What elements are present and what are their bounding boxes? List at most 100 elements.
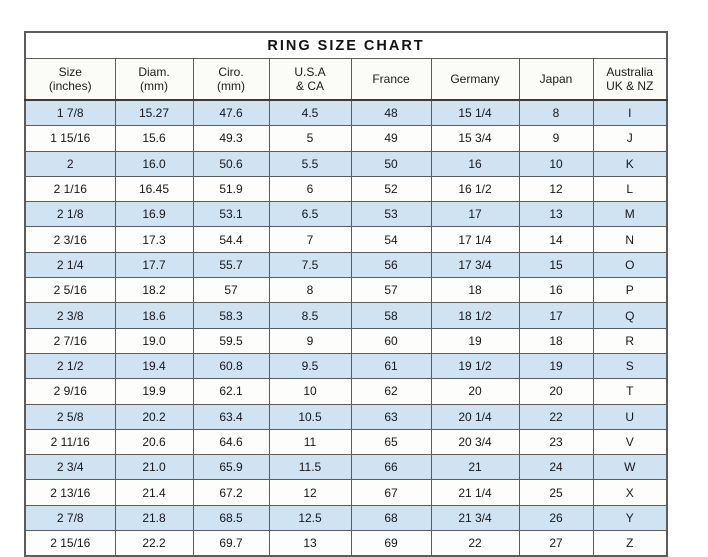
table-cell: Q bbox=[592, 302, 668, 329]
table-cell: 10 bbox=[518, 150, 594, 177]
table-row: 2 9/16 19.9 62.1 10 62 20 20 T bbox=[24, 378, 668, 405]
table-cell: 67 bbox=[350, 479, 432, 506]
table-cell: 13 bbox=[518, 201, 594, 228]
table-cell: 18.2 bbox=[114, 277, 194, 304]
table-cell: 62 bbox=[350, 378, 432, 405]
table-cell: 5.5 bbox=[268, 150, 352, 177]
table-row: 1 7/8 15.27 47.6 4.5 48 15 1/4 8 I bbox=[24, 99, 668, 127]
table-row: 2 15/16 22.2 69.7 13 69 22 27 Z bbox=[24, 530, 668, 557]
table-cell: 8.5 bbox=[268, 302, 352, 329]
table-cell: 9 bbox=[268, 327, 352, 354]
table-cell: 2 3/16 bbox=[24, 226, 116, 253]
table-cell: 18 bbox=[430, 277, 520, 304]
table-cell: M bbox=[592, 201, 668, 228]
table-cell: 12 bbox=[268, 479, 352, 506]
table-cell: 2 9/16 bbox=[24, 378, 116, 405]
table-cell: 12.5 bbox=[268, 504, 352, 532]
table-cell: 16.45 bbox=[114, 175, 194, 203]
table-cell: 16 1/2 bbox=[430, 175, 520, 203]
table-row: 2 11/16 20.6 64.6 11 65 20 3/4 23 V bbox=[24, 428, 668, 456]
table-cell: 61 bbox=[350, 352, 432, 380]
table-cell: 20 1/4 bbox=[430, 403, 520, 430]
table-row: 2 16.0 50.6 5.5 50 16 10 K bbox=[24, 150, 668, 177]
table-cell: 57 bbox=[350, 277, 432, 304]
table-cell: 9 bbox=[518, 125, 594, 152]
table-cell: 49 bbox=[350, 125, 432, 152]
table-cell: 68 bbox=[350, 504, 432, 532]
column-header-6: Japan bbox=[518, 58, 594, 101]
table-cell: 62.1 bbox=[192, 378, 270, 405]
table-cell: 2 15/16 bbox=[24, 530, 116, 557]
table-cell: 14 bbox=[518, 226, 594, 253]
table-cell: 49.3 bbox=[192, 125, 270, 152]
table-cell: 2 11/16 bbox=[24, 428, 116, 456]
table-cell: 8 bbox=[518, 99, 594, 127]
table-cell: 65.9 bbox=[192, 454, 270, 481]
table-cell: 64.6 bbox=[192, 428, 270, 456]
table-cell: 67.2 bbox=[192, 479, 270, 506]
table-cell: 54.4 bbox=[192, 226, 270, 253]
column-header-line2: UK & NZ bbox=[606, 79, 654, 93]
table-cell: 69 bbox=[350, 530, 432, 557]
table-row: 2 5/16 18.2 57 8 57 18 16 P bbox=[24, 277, 668, 304]
table-cell: 21 3/4 bbox=[430, 504, 520, 532]
table-cell: 69.7 bbox=[192, 530, 270, 557]
ring-size-table: RING SIZE CHART Size (inches) Diam. (mm) Cir… bbox=[24, 31, 669, 557]
table-cell: 15 bbox=[518, 251, 594, 279]
column-header-line1: Australia bbox=[606, 64, 654, 79]
table-cell: U bbox=[592, 403, 668, 430]
table-cell: 2 1/2 bbox=[24, 352, 116, 380]
column-header-line2: & CA bbox=[295, 79, 324, 93]
table-cell: 54 bbox=[350, 226, 432, 253]
column-header-line2: (mm) bbox=[140, 79, 168, 93]
table-cell: 2 bbox=[24, 150, 116, 177]
table-cell: T bbox=[592, 378, 668, 405]
table-row: 2 7/8 21.8 68.5 12.5 68 21 3/4 26 Y bbox=[24, 504, 668, 532]
table-cell: 57 bbox=[192, 277, 270, 304]
table-cell: 8 bbox=[268, 277, 352, 304]
table-cell: K bbox=[592, 150, 668, 177]
table-cell: 4.5 bbox=[268, 99, 352, 127]
table-cell: V bbox=[592, 428, 668, 456]
column-header-line1: Japan bbox=[539, 71, 573, 86]
table-cell: 10 bbox=[268, 378, 352, 405]
table-row: 1 15/16 15.6 49.3 5 49 15 3/4 9 J bbox=[24, 125, 668, 152]
table-cell: 20 bbox=[518, 378, 594, 405]
table-row: 2 1/8 16.9 53.1 6.5 53 17 13 M bbox=[24, 201, 668, 228]
table-cell: 23 bbox=[518, 428, 594, 456]
table-cell: 17 1/4 bbox=[430, 226, 520, 253]
table-cell: W bbox=[592, 454, 668, 481]
table-cell: 19.0 bbox=[114, 327, 194, 354]
table-cell: 26 bbox=[518, 504, 594, 532]
table-cell: 15.27 bbox=[114, 99, 194, 127]
table-header-row: Size (inches) Diam. (mm) Ciro. (mm) U.S.A & CA F… bbox=[24, 58, 668, 101]
table-body: RING SIZE CHART Size (inches) Diam. (mm) Cir… bbox=[24, 31, 668, 557]
table-cell: 22 bbox=[430, 530, 520, 557]
table-cell: 58 bbox=[350, 302, 432, 329]
table-cell: 20.6 bbox=[114, 428, 194, 456]
table-cell: 18 bbox=[518, 327, 594, 354]
table-cell: 2 5/16 bbox=[24, 277, 116, 304]
column-header-line1: Size bbox=[58, 64, 82, 79]
table-cell: 27 bbox=[518, 530, 594, 557]
table-cell: 65 bbox=[350, 428, 432, 456]
table-cell: 55.7 bbox=[192, 251, 270, 279]
table-cell: 18.6 bbox=[114, 302, 194, 329]
table-cell: 16 bbox=[430, 150, 520, 177]
table-cell: 51.9 bbox=[192, 175, 270, 203]
column-header-line2: (mm) bbox=[217, 79, 245, 93]
table-cell: 20 bbox=[430, 378, 520, 405]
table-cell: 17 bbox=[430, 201, 520, 228]
table-cell: 48 bbox=[350, 99, 432, 127]
table-cell: 17 bbox=[518, 302, 594, 329]
table-cell: 66 bbox=[350, 454, 432, 481]
table-cell: 19 bbox=[518, 352, 594, 380]
table-cell: 59.5 bbox=[192, 327, 270, 354]
table-cell: L bbox=[592, 175, 668, 203]
table-cell: 2 5/8 bbox=[24, 403, 116, 430]
table-cell: N bbox=[592, 226, 668, 253]
table-cell: 21 1/4 bbox=[430, 479, 520, 506]
table-cell: 19 1/2 bbox=[430, 352, 520, 380]
title-row: RING SIZE CHART bbox=[24, 31, 668, 59]
chart-container: RING SIZE CHART Size (inches) Diam. (mm) Cir… bbox=[24, 31, 669, 557]
